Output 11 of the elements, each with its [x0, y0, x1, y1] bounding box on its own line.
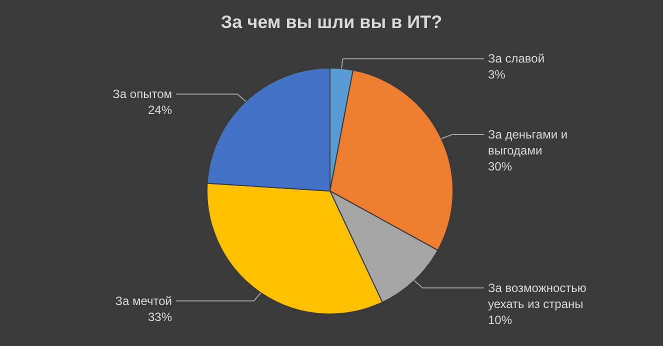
data-label: 3% [488, 68, 506, 82]
chart-title: За чем вы шли вы в ИТ? [220, 12, 442, 32]
slice-label: За возможностью уехать из страны [488, 280, 586, 311]
data-label: 30% [488, 159, 512, 174]
slice-label: За мечтой [115, 294, 172, 308]
data-label: 33% [148, 310, 172, 324]
data-label: 24% [148, 103, 172, 118]
slice-label: За славой [488, 52, 545, 66]
data-label: 10% [488, 312, 512, 327]
slice-label: За опытом [112, 87, 172, 102]
slice-label: За деньгами и выгодами [488, 127, 568, 158]
